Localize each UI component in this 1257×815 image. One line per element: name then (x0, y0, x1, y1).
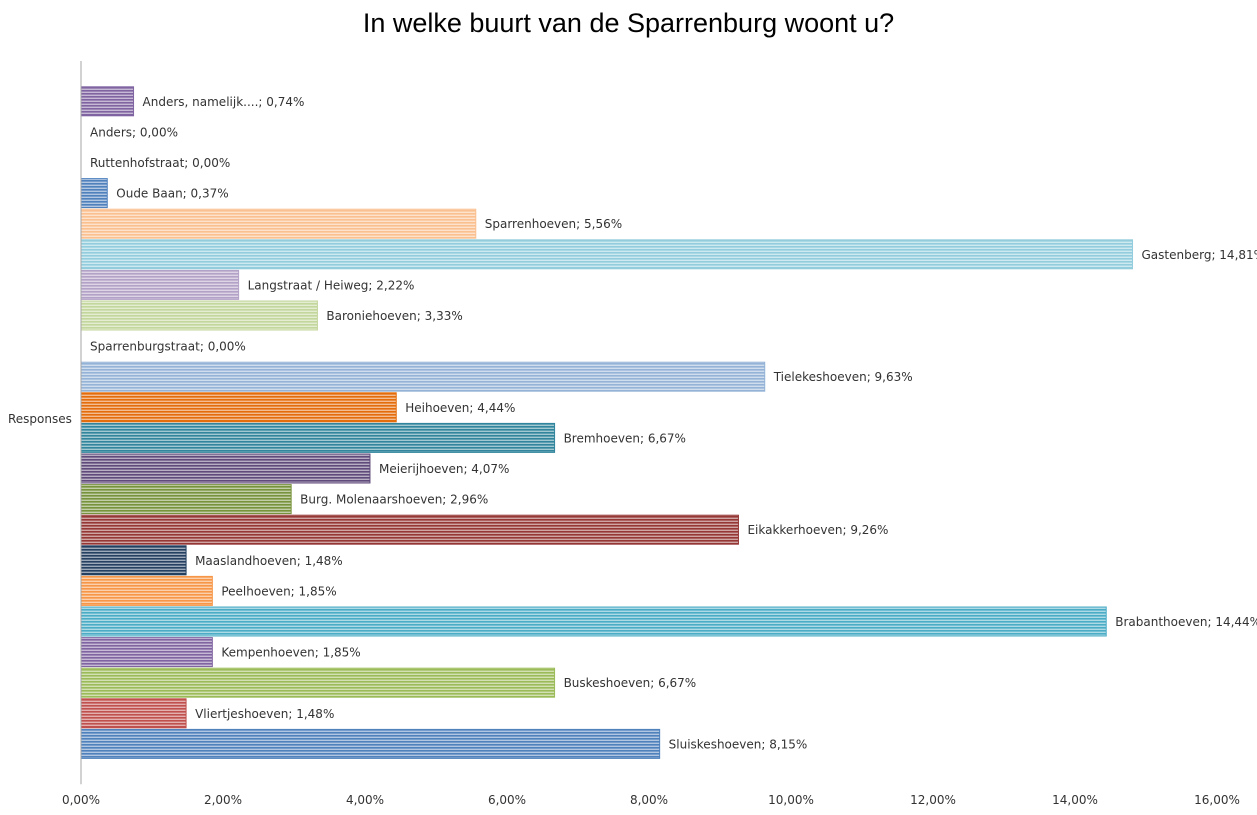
data-label: Kempenhoeven; 1,85% (221, 646, 360, 660)
bar-brabanthoeven (80, 606, 1107, 637)
data-label: Anders, namelijk....; 0,74% (143, 95, 305, 109)
data-label: Maaslandhoeven; 1,48% (195, 554, 343, 568)
x-tick-label: 6,00% (488, 793, 526, 807)
data-label: Burg. Molenaarshoeven; 2,96% (300, 493, 488, 507)
bar-gastenberg (80, 239, 1134, 270)
bar-langstraat-heiweg (80, 269, 240, 300)
bar-kempenhoeven (80, 637, 213, 668)
bar-vliertjeshoeven (80, 698, 187, 729)
x-tick-label: 14,00% (1052, 793, 1098, 807)
data-label: Ruttenhofstraat; 0,00% (90, 156, 230, 170)
x-tick-label: 8,00% (630, 793, 668, 807)
bar-peelhoeven (80, 575, 213, 606)
bar-meierijhoeven (80, 453, 371, 484)
data-label: Sparrenburgstraat; 0,00% (90, 340, 246, 354)
data-label: Sparrenhoeven; 5,56% (485, 217, 622, 231)
data-label: Meierijhoeven; 4,07% (379, 462, 509, 476)
data-label: Baroniehoeven; 3,33% (326, 309, 462, 323)
x-tick-label: 16,00% (1194, 793, 1240, 807)
data-label: Oude Baan; 0,37% (116, 187, 228, 201)
data-label: Anders; 0,00% (90, 125, 178, 139)
x-tick-label: 2,00% (204, 793, 242, 807)
bar-heihoeven (80, 392, 397, 423)
data-label: Langstraat / Heiweg; 2,22% (248, 278, 415, 292)
data-label: Sluiskeshoeven; 8,15% (669, 737, 808, 751)
x-tick-label: 12,00% (910, 793, 956, 807)
data-label: Brabanthoeven; 14,44% (1115, 615, 1257, 629)
bar-buskeshoeven (80, 667, 556, 698)
bar-maaslandhoeven (80, 545, 187, 576)
bar-sparrenhoeven (80, 208, 477, 239)
data-label: Vliertjeshoeven; 1,48% (195, 707, 334, 721)
data-label: Heihoeven; 4,44% (405, 401, 515, 415)
data-label: Peelhoeven; 1,85% (221, 584, 336, 598)
data-label: Bremhoeven; 6,67% (564, 431, 686, 445)
bar-bremhoeven (80, 422, 556, 453)
x-tick-label: 4,00% (346, 793, 384, 807)
bar-oude-baan (80, 178, 108, 209)
data-label: Gastenberg; 14,81% (1142, 248, 1257, 262)
data-label: Eikakkerhoeven; 9,26% (747, 523, 888, 537)
data-label: Tielekeshoeven; 9,63% (773, 370, 913, 384)
bar-baroniehoeven (80, 300, 318, 331)
bar-eikakkerhoeven (80, 514, 739, 545)
chart-title: In welke buurt van de Sparrenburg woont … (362, 8, 895, 38)
bar-anders-namelijk (80, 86, 135, 117)
data-label: Buskeshoeven; 6,67% (564, 676, 697, 690)
bar-tielekeshoeven (80, 361, 766, 392)
bar-sluiskeshoeven (80, 728, 661, 759)
x-tick-label: 0,00% (62, 793, 100, 807)
bar-burg-molenaarshoeven (80, 484, 292, 515)
category-axis-label: Responses (8, 412, 72, 426)
x-tick-label: 10,00% (768, 793, 814, 807)
